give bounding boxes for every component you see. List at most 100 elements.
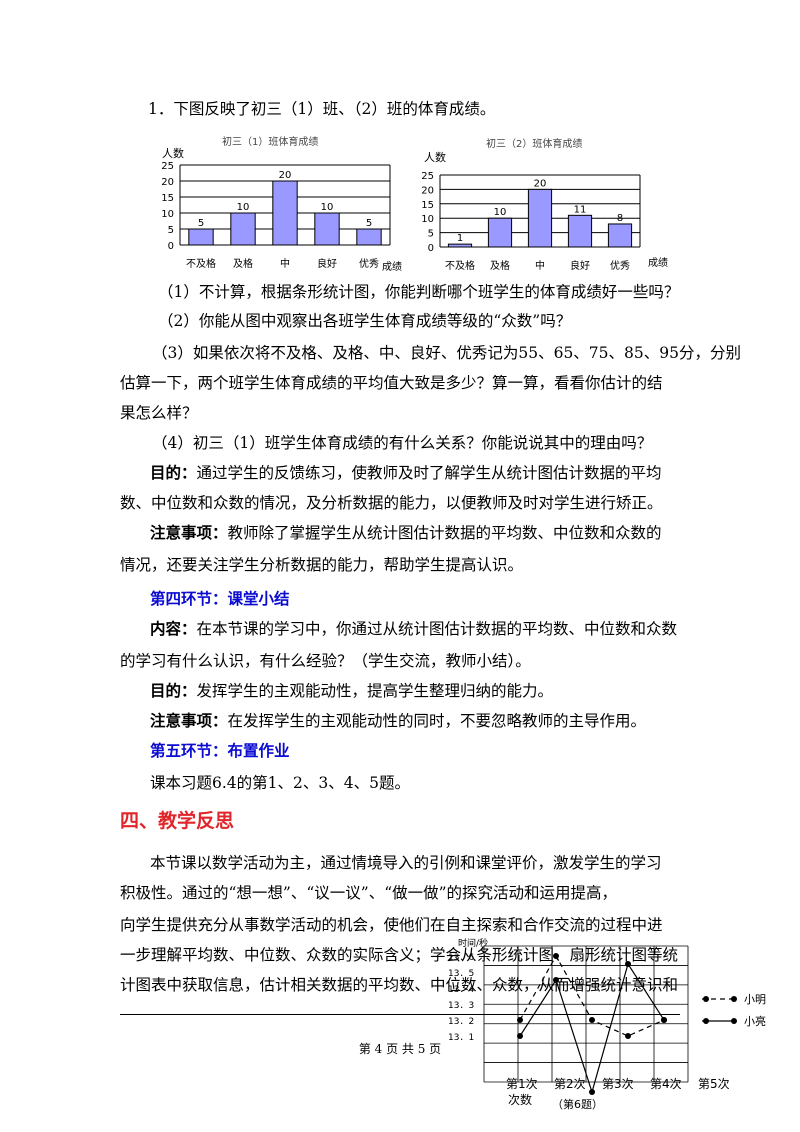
purpose-text-line-2: 数、中位数和众数的情况，及分析数据的能力，以便教师及时对学生进行矫正。 — [120, 494, 663, 512]
y-tick-label: 0 — [428, 243, 434, 254]
category-label: 第5次 — [698, 1077, 730, 1091]
category-label: 及格 — [490, 259, 510, 272]
data-label: 1 — [457, 233, 463, 244]
bar — [188, 228, 214, 246]
data-label: 10 — [494, 207, 507, 218]
bar — [356, 228, 382, 246]
y-tick-label: 10 — [161, 209, 174, 220]
x-axis-label: 次数 — [508, 1092, 532, 1107]
note-label: 注意事项： — [150, 523, 228, 542]
question-1-sub-3-line-2: 估算一下，两个班学生体育成绩的平均值大致是多少？算一算，看看你估计的结 — [120, 374, 663, 392]
content-text-line-2: 的学习有什么认识，有什么经验？（学生交流，教师小结）。 — [120, 652, 531, 670]
note-label: 注意事项： — [150, 711, 228, 730]
data-label: 10 — [321, 202, 334, 213]
reflection-line-2: 积极性。通过的“想一想”、“议一议”、“做一做”的探究活动和运用提高， — [120, 884, 618, 902]
purpose-text-line-1: 通过学生的反馈练习，使教师及时了解学生从统计图估计数据的平均 — [196, 464, 662, 482]
legend-marker-xiaoming — [703, 996, 709, 1002]
question-1-sub-3-line-3: 果怎么样？ — [120, 404, 198, 422]
note-text: 在发挥学生的主观能动性的同时，不要忽略教师的主导作用。 — [227, 712, 647, 730]
question-1-sub-1: （1）不计算，根据条形统计图，你能判断哪个班学生的体育成绩好一些吗？ — [158, 283, 680, 301]
data-label: 11 — [574, 204, 587, 215]
y-tick-label: 15 — [161, 193, 174, 204]
data-label: 8 — [617, 213, 623, 224]
y-tick-label: 20 — [161, 177, 174, 188]
y-tick-label: 25 — [161, 161, 174, 172]
data-label: 5 — [198, 218, 204, 229]
footer-divider — [120, 1014, 680, 1015]
reflection-line-4: 一步理解平均数、中位数、众数的实际含义；学会从条形统计图、扇形统计图等统 — [120, 946, 679, 964]
point-xiaoliang — [661, 1017, 667, 1023]
category-label: 第1次 — [506, 1077, 538, 1091]
section-4-purpose: 目的：发挥学生的主观能动性，提高学生整理归纳的能力。 — [150, 676, 553, 706]
category-label: 第2次 — [554, 1077, 586, 1091]
point-xiaoming — [625, 1033, 631, 1039]
purpose-label: 目的： — [150, 681, 197, 700]
y-tick-label: 13．4 — [448, 985, 474, 995]
reflection-line-1: 本节课以数学活动为主，通过情境导入的引例和课堂评价，激发学生的学习 — [150, 854, 662, 872]
data-label: 10 — [237, 202, 250, 213]
bar — [607, 223, 633, 248]
legend-marker-xiaoming — [731, 996, 737, 1002]
purpose-label: 目的： — [150, 463, 197, 482]
y-tick-label: 25 — [421, 171, 434, 182]
section-5-text: 课本习题6.4的第1、2、3、4、5题。 — [150, 774, 410, 792]
category-label: 不及格 — [445, 259, 475, 272]
point-xiaoliang — [553, 977, 559, 983]
question-1-title: 1．下图反映了初三（1）班、（2）班的体育成绩。 — [148, 100, 496, 118]
y-axis-label: 人数 — [162, 147, 184, 160]
category-label: 不及格 — [186, 257, 216, 270]
category-label: 及格 — [233, 257, 253, 270]
y-tick-label: 5 — [428, 229, 434, 240]
y-tick-label: 13．1 — [448, 1033, 474, 1043]
category-label: 第4次 — [650, 1077, 682, 1091]
y-tick-label: 10 — [421, 214, 434, 225]
series-line-xiaoliang — [519, 962, 665, 1095]
legend-label-xiaoming: 小明 — [744, 993, 766, 1006]
y-tick-label: 15 — [421, 200, 434, 211]
content-label: 内容： — [150, 619, 197, 638]
data-label: 20 — [279, 170, 292, 181]
content-text-line-1: 在本节课的学习中，你通过从统计图估计数据的平均数、中位数和众数 — [196, 620, 678, 638]
chart-caption: （第6题） — [552, 1097, 603, 1111]
reflection-heading: 四、教学反思 — [120, 810, 235, 832]
purpose-paragraph-1: 目的：通过学生的反馈练习，使教师及时了解学生从统计图估计数据的平均 — [150, 458, 662, 488]
bar — [447, 243, 473, 248]
bar — [230, 212, 256, 246]
purpose-text: 发挥学生的主观能动性，提高学生整理归纳的能力。 — [196, 682, 554, 700]
y-tick-label: 13．3 — [448, 1001, 474, 1011]
question-1-sub-3-line-1: （3）如果依次将不及格、及格、中、良好、优秀记为55、65、75、85、95分，… — [152, 344, 741, 362]
chart-title: 初三（2）班体育成绩 — [486, 137, 582, 150]
data-label: 5 — [366, 218, 372, 229]
bar — [487, 217, 513, 248]
x-axis-label: 成绩 — [382, 260, 402, 273]
section-5-heading: 第五环节：布置作业 — [150, 741, 290, 760]
category-label: 良好 — [317, 257, 337, 270]
y-axis-label: 时间/秒 — [458, 937, 488, 949]
category-label: 第3次 — [602, 1077, 634, 1091]
reflection-line-5: 计图表中获取信息，估计相关数据的平均数、中位数、众数，从而增强统计意识和 — [120, 976, 679, 994]
note-paragraph-1: 注意事项：教师除了掌握学生从统计图估计数据的平均数、中位数和众数的 — [150, 518, 662, 548]
y-tick-label: 20 — [421, 185, 434, 196]
y-axis-label: 人数 — [424, 151, 446, 164]
data-label: 20 — [534, 178, 547, 189]
point-xiaoming — [589, 1017, 595, 1023]
page-number: 第 4 页 共 5 页 — [358, 1042, 442, 1056]
legend-label-xiaoliang: 小亮 — [744, 1014, 766, 1028]
section-4-content: 内容：在本节课的学习中，你通过从统计图估计数据的平均数、中位数和众数 — [150, 614, 677, 644]
point-xiaoliang — [625, 961, 631, 967]
category-label: 中 — [535, 259, 545, 272]
x-axis-label: 成绩 — [648, 256, 668, 269]
y-tick-label: 0 — [168, 241, 174, 252]
y-tick-label: 13．5 — [448, 969, 474, 979]
bar — [567, 214, 593, 248]
category-label: 优秀 — [610, 259, 630, 272]
point-xiaoliang — [589, 1089, 595, 1095]
point-xiaoming — [553, 953, 559, 959]
reflection-line-3: 向学生提供充分从事数学活动的机会，使他们在自主探索和合作交流的过程中进 — [120, 916, 663, 934]
question-1-sub-2: （2）你能从图中观察出各班学生体育成绩等级的“众数”吗？ — [158, 312, 572, 330]
section-4-heading: 第四环节：课堂小结 — [150, 589, 290, 608]
bar — [272, 180, 298, 246]
bar — [527, 188, 553, 248]
